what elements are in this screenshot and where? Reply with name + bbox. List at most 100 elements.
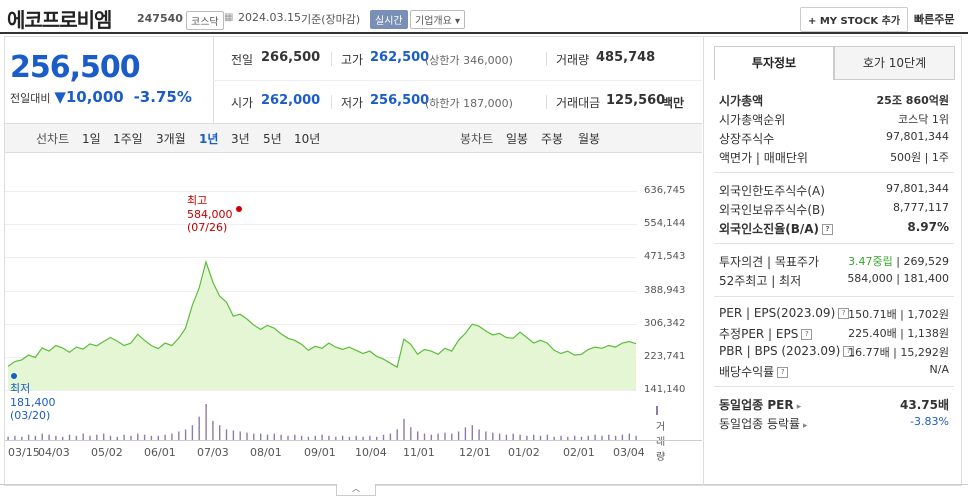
header-divider [0, 32, 968, 34]
volume-bar [335, 436, 337, 440]
volume-chart-label: 거래량 [656, 406, 665, 463]
volume-bar [280, 434, 282, 440]
sector-rate-row[interactable]: 동일업종 등락률 ▸ -3.83% [719, 415, 949, 431]
volume-bar [41, 433, 43, 440]
x-tick: 03/04 [613, 446, 645, 459]
volume-bar [567, 436, 569, 440]
volume-bar [437, 433, 439, 440]
quick-order-button[interactable]: 빠른주문 [914, 13, 955, 26]
volume-bar [75, 435, 78, 440]
x-tick: 05/02 [91, 446, 123, 459]
tab-invest-info[interactable]: 투자정보 [714, 46, 834, 80]
tab-orderbook-10[interactable]: 호가 10단계 [834, 46, 955, 80]
info-row: 투자의견 | 목표주가 3.47중립 | 269,529 [719, 255, 949, 269]
volume-bar [96, 434, 98, 440]
volume-bar [143, 434, 146, 440]
collapse-chevron-up-icon[interactable]: ︿ [336, 484, 376, 496]
volume-bar [157, 435, 159, 440]
volume-bar [150, 435, 153, 440]
volume-bar [137, 433, 139, 440]
y-tick: 223,741 [644, 351, 686, 362]
x-tick: 11/01 [403, 446, 435, 459]
low-value: 256,500 [370, 93, 430, 108]
volume-bar [348, 436, 351, 440]
info-row: 액면가 | 매매단위 500원 | 1주 [719, 151, 949, 165]
sector-per-row[interactable]: 동일업종 PER ▸ 43.75배 [719, 398, 949, 412]
y-tick: 141,140 [644, 384, 686, 395]
volume-bar [519, 434, 521, 440]
help-icon[interactable]: ? [777, 367, 789, 378]
upper-limit: (상한가 346,000) [425, 54, 513, 67]
tab-weekly[interactable]: 주봉 [541, 132, 564, 146]
x-tick: 10/04 [355, 446, 387, 459]
volume-bar [246, 432, 248, 440]
lower-limit: (하한가 187,000) [425, 97, 513, 110]
price-area-fill [8, 262, 636, 390]
volume-bar [539, 435, 542, 440]
low-annotation: 최저 181,400 (03/20) [10, 382, 56, 422]
volume-bar [430, 434, 432, 440]
volume-bar [471, 425, 473, 440]
volume-bar [492, 432, 494, 440]
quote-date: 2024.03.15 [238, 11, 301, 24]
main-frame [4, 36, 962, 486]
tab-3y[interactable]: 3년 [231, 132, 250, 146]
company-overview-button[interactable]: 기업개요 ▾ [410, 10, 466, 29]
y-tick: 388,943 [644, 285, 686, 296]
price-change: 전일대비 ▼10,000 -3.75% [10, 88, 192, 106]
price-series-line [7, 259, 637, 369]
volume-bar [485, 431, 487, 440]
price-area-chart [7, 206, 637, 440]
tab-10y[interactable]: 10년 [294, 132, 321, 146]
volume-bar [546, 434, 549, 440]
x-tick: 09/01 [304, 446, 336, 459]
info-row: PER | EPS(2023.09)? 150.71배 | 1,702원 [719, 306, 949, 321]
volume-bar [355, 435, 357, 440]
info-row: 외국인보유주식수(B) 8,777,117 [719, 201, 949, 217]
company-name: 에코프로비엠 [7, 8, 112, 32]
volume-bar [321, 434, 323, 440]
x-tick: 06/01 [144, 446, 176, 459]
y-tick: 554,144 [644, 218, 686, 229]
volume-bar [34, 435, 37, 440]
chart-tabs-bar [5, 123, 702, 153]
tab-1w[interactable]: 1주일 [113, 132, 143, 146]
volume-bar [55, 435, 57, 440]
volume-bar [614, 435, 617, 440]
volume-bar [621, 434, 624, 440]
info-row: 시가총액 25조 860억원 [719, 94, 949, 108]
volume-bar [328, 435, 330, 440]
volume-bar [635, 435, 637, 440]
line-chart-label: 선차트 [36, 132, 70, 146]
volume-bar [14, 435, 16, 440]
high-value: 262,500 [370, 50, 430, 65]
volume-bar [27, 434, 30, 440]
volume-bar [512, 433, 514, 440]
volume-bar [580, 436, 583, 440]
help-icon[interactable]: ? [838, 308, 850, 319]
tab-monthly[interactable]: 월봉 [578, 132, 601, 146]
info-row: 외국인소진율(B/A)? 8.97% [719, 220, 949, 236]
info-row: PBR | BPS (2023.09)? 16.77배 | 15,292원 [719, 344, 949, 359]
volume-bar [533, 434, 535, 440]
volume-bar [178, 431, 180, 440]
tab-1d[interactable]: 1일 [82, 132, 101, 146]
tab-daily[interactable]: 일봉 [506, 132, 529, 146]
x-tick: 08/01 [250, 446, 282, 459]
realtime-button[interactable]: 실시간 [370, 10, 408, 29]
stock-code: 247540 [137, 12, 183, 25]
change-label: 전일대비 [10, 92, 51, 105]
tab-5y[interactable]: 5년 [263, 132, 282, 146]
volume-bar [232, 430, 235, 440]
help-icon[interactable]: ? [822, 224, 834, 235]
help-icon[interactable]: ? [843, 346, 855, 357]
tab-1y[interactable]: 1년 [199, 132, 219, 146]
help-icon[interactable]: ? [801, 329, 813, 340]
volume-bar [587, 435, 589, 440]
low-point [11, 373, 17, 379]
tab-3m[interactable]: 3개월 [156, 132, 186, 146]
add-mystock-button[interactable]: + MY STOCK 추가 [800, 7, 909, 32]
open-value: 262,000 [261, 93, 321, 108]
volume-bar [294, 434, 296, 440]
volume-bar [464, 427, 467, 440]
